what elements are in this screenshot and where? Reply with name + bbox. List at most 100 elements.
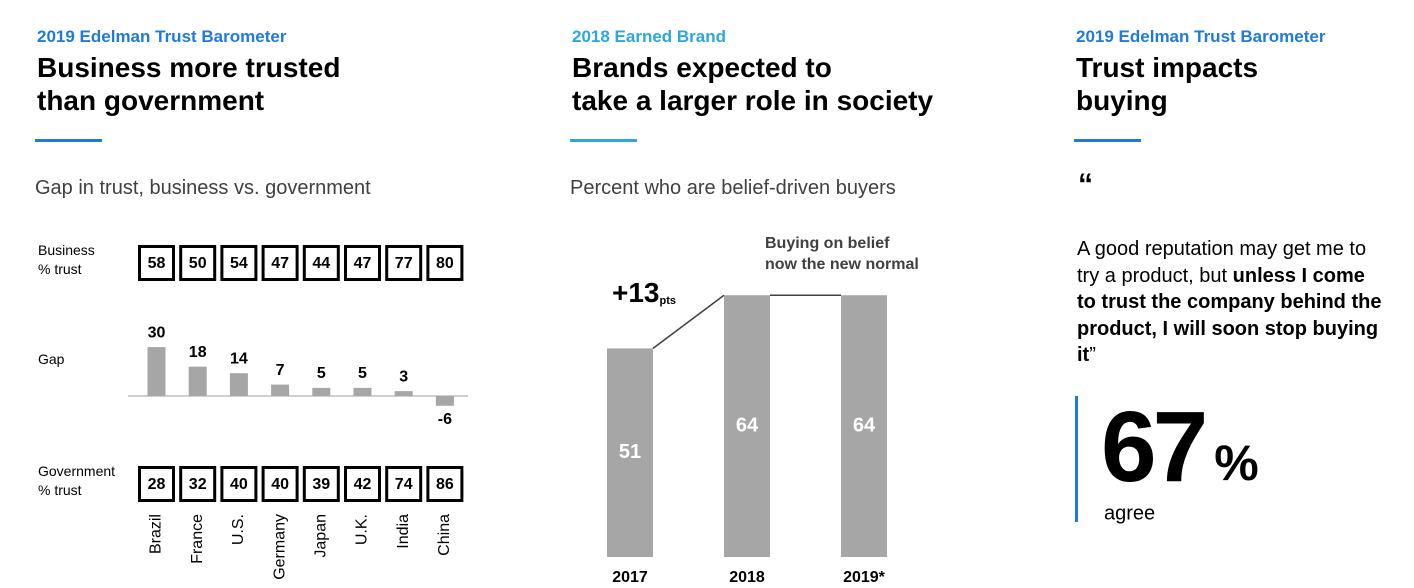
category-label: India [395, 514, 412, 549]
bar-value-label: 30 [148, 324, 166, 341]
gap-bar [271, 384, 290, 396]
gap-bar [435, 396, 454, 406]
bar-value-label: -6 [438, 411, 452, 428]
bar-value-label: 51 [619, 441, 641, 463]
stat-accent [1075, 396, 1078, 522]
category-label: Japan [313, 514, 330, 558]
panel-title: than government [37, 85, 265, 116]
box-value: 74 [395, 476, 413, 493]
box-value: 86 [436, 476, 454, 493]
callout: Buying on belief [765, 235, 890, 252]
box-value: 47 [271, 255, 289, 272]
quote-text: A good reputation may get me to try a pr… [1077, 236, 1382, 369]
box-value: 40 [271, 476, 289, 493]
panel-title: buying [1076, 85, 1168, 116]
value-box [385, 245, 423, 281]
row-label: Business [38, 242, 95, 258]
value-box [138, 466, 175, 502]
row-label: % trust [38, 261, 82, 277]
category-label: Germany [271, 514, 288, 580]
box-value: 54 [230, 255, 248, 272]
bar [724, 295, 770, 557]
bar-value-label: 5 [358, 365, 367, 382]
quote-mark: “ [1078, 168, 1093, 201]
row-label: % trust [38, 482, 82, 498]
bar [607, 348, 653, 557]
quote-segment: A good reputation may get me to try a pr… [1077, 238, 1367, 287]
value-box [138, 245, 175, 281]
category-label: 2017 [612, 569, 648, 586]
value-box [179, 245, 217, 281]
bar-value-label: 64 [736, 414, 759, 436]
row-label: Government [38, 463, 116, 479]
eyebrow: 2018 Earned Brand [572, 27, 727, 46]
stat-label: agree [1104, 502, 1155, 524]
panel-title: Trust impacts [1076, 52, 1259, 83]
eyebrow: 2019 Edelman Trust Barometer [1076, 27, 1326, 46]
box-value: 80 [436, 255, 454, 272]
title-underline [570, 139, 637, 142]
quote-segment: unless I come to trust the company behin… [1077, 264, 1382, 367]
value-box [220, 466, 258, 502]
value-box [261, 245, 299, 281]
category-label: Brazil [148, 514, 165, 554]
box-value: 50 [189, 255, 207, 272]
value-box [426, 466, 464, 502]
subtitle: Gap in trust, business vs. government [35, 177, 371, 199]
gap-bar [312, 387, 331, 396]
bar-value-label: 14 [230, 350, 248, 367]
box-value: 40 [230, 476, 248, 493]
stat-unit: % [1214, 435, 1258, 491]
box-value: 32 [189, 476, 207, 493]
panel-title: Business more trusted [37, 52, 341, 83]
value-box [220, 245, 258, 281]
gap-bar [353, 387, 372, 396]
bar-value-label: 7 [276, 362, 285, 379]
subtitle: Percent who are belief-driven buyers [570, 177, 896, 199]
gap-bar [394, 391, 413, 396]
change-unit: pts [660, 295, 677, 307]
value-box [302, 245, 340, 281]
bar [841, 295, 887, 557]
value-box [344, 245, 381, 281]
panel-title: Brands expected to [572, 52, 832, 83]
connector [652, 294, 725, 350]
bar-value-label: 5 [317, 365, 326, 382]
box-value: 39 [312, 476, 330, 493]
box-value: 47 [354, 255, 372, 272]
change-annotation: +13pts [612, 277, 676, 308]
bar-value-label: 3 [399, 368, 408, 385]
panel-title: take a larger role in society [572, 85, 934, 116]
value-box [344, 466, 381, 502]
value-box [179, 466, 217, 502]
value-box [261, 466, 299, 502]
category-label: China [436, 514, 453, 556]
callout: now the new normal [765, 256, 919, 273]
title-underline [35, 139, 102, 142]
gap-bar [147, 347, 166, 396]
box-value: 58 [148, 255, 166, 272]
box-value: 28 [148, 476, 166, 493]
box-value: 44 [312, 255, 330, 272]
value-box [426, 245, 464, 281]
category-label: 2019* [843, 569, 886, 586]
category-label: U.K. [354, 514, 371, 545]
box-value: 77 [395, 255, 413, 272]
gap-bar [188, 366, 207, 396]
row-label: Gap [38, 351, 65, 367]
box-value: 42 [354, 476, 372, 493]
stat-value: 67 [1101, 391, 1205, 503]
value-box [385, 466, 423, 502]
value-box [302, 466, 340, 502]
bar-value-label: 64 [853, 414, 876, 436]
stat: 67% [1101, 391, 1259, 503]
category-label: France [189, 514, 206, 564]
bar-value-label: 18 [189, 344, 207, 361]
eyebrow: 2019 Edelman Trust Barometer [37, 27, 287, 46]
title-underline [1074, 139, 1141, 142]
category-label: U.S. [230, 514, 247, 545]
category-label: 2018 [729, 569, 765, 586]
gap-bar [229, 373, 248, 396]
